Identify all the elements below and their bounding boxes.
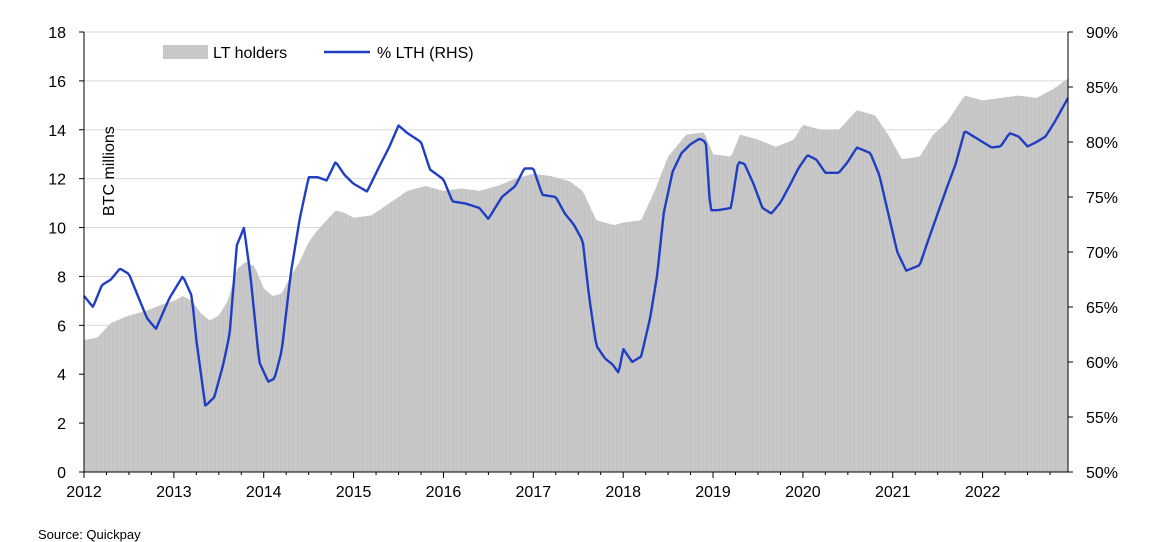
legend-swatch-lt-holders [163,45,208,59]
left-tick-label: 2 [57,416,66,433]
legend-label-lt-holders: LT holders [213,45,287,62]
left-tick-label: 8 [57,269,66,286]
x-tick-label: 2022 [965,484,1001,501]
right-tick-label: 80% [1086,135,1118,152]
left-tick-label: 10 [48,221,66,238]
axes [79,31,1073,478]
x-tick-label: 2012 [66,484,102,501]
right-tick-label: 90% [1086,25,1118,42]
y-axis-label: BTC millions [101,126,118,216]
right-tick-label: 70% [1086,245,1118,262]
right-tick-label: 60% [1086,355,1118,372]
left-tick-label: 6 [57,318,66,335]
tick-labels: 0 2 4 6 8 10 12 14 16 18 50% 55% 60% 65% 70% 75% 80% 85% 9… [48,25,1118,501]
left-tick-label: 12 [48,172,66,189]
left-tick-label: 4 [57,367,66,384]
right-tick-label: 55% [1086,410,1118,427]
x-tick-label: 2015 [336,484,372,501]
right-tick-label: 50% [1086,465,1118,482]
x-tick-label: 2021 [875,484,911,501]
x-tick-label: 2019 [695,484,731,501]
lth-percent-line [83,97,1070,407]
x-tick-label: 2020 [785,484,821,501]
x-tick-label: 2014 [246,484,282,501]
lt-holders-bars [83,78,1069,472]
x-tick-label: 2018 [605,484,641,501]
x-tick-label: 2017 [516,484,552,501]
left-tick-label: 16 [48,74,66,91]
left-tick-label: 0 [57,465,66,482]
x-tick-label: 2013 [156,484,192,501]
right-tick-label: 85% [1086,80,1118,97]
legend-label-lth-percent: % LTH (RHS) [377,45,474,62]
right-tick-label: 65% [1086,300,1118,317]
left-tick-label: 14 [48,123,66,140]
legend: LT holders % LTH (RHS) [163,45,474,62]
left-tick-label: 18 [48,25,66,42]
right-tick-label: 75% [1086,190,1118,207]
source-note: Source: Quickpay [38,527,141,542]
x-tick-label: 2016 [426,484,462,501]
